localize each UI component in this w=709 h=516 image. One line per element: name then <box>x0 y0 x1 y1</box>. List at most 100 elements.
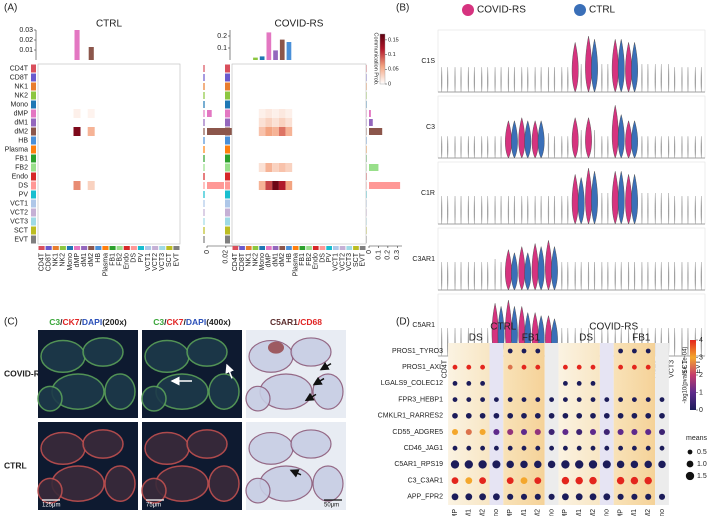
col-label: Plasma <box>102 253 109 276</box>
colorbar <box>379 33 386 85</box>
heat-cell <box>292 235 299 244</box>
heat-cell <box>359 91 366 100</box>
heat-cell <box>109 91 117 100</box>
heat-cell <box>238 154 246 163</box>
heat-cell <box>285 190 293 199</box>
heat-cell <box>252 217 259 226</box>
heat-cell <box>66 172 74 181</box>
heat-cell <box>258 190 266 199</box>
heat-cell <box>265 226 273 235</box>
heat-cell <box>80 199 88 208</box>
villus <box>290 337 332 367</box>
heat-cell <box>116 208 124 217</box>
header-segment: / <box>298 317 301 327</box>
heat-cell <box>38 145 46 154</box>
heat-cell <box>339 163 346 172</box>
heat-cell <box>352 118 360 127</box>
heat-cell <box>258 172 266 181</box>
heat-cell <box>238 163 246 172</box>
heat-cell <box>339 208 346 217</box>
heat-cell <box>312 208 320 217</box>
top-tick-label: 0.02 <box>19 37 33 44</box>
dot <box>575 493 583 501</box>
heat-cell <box>285 217 293 226</box>
heat-cell <box>272 154 279 163</box>
heat-cell <box>87 82 95 91</box>
stain <box>268 341 284 354</box>
strip-frame <box>437 161 706 225</box>
heat-cell <box>80 208 88 217</box>
dot <box>521 364 527 370</box>
heat-cell <box>245 91 253 100</box>
heat-cell <box>94 208 102 217</box>
heat-cell <box>319 127 326 136</box>
heat-cell <box>252 199 259 208</box>
col-label: HB <box>95 253 102 263</box>
heat-cell <box>332 226 340 235</box>
heat-cell <box>332 154 340 163</box>
dot <box>521 397 527 403</box>
heat-cell <box>87 190 95 199</box>
col-color <box>59 246 66 250</box>
heat-cell <box>352 64 360 73</box>
row-label: CD4T <box>10 65 29 72</box>
heat-cell <box>123 64 131 73</box>
dot <box>452 397 458 403</box>
legend-label: COVID-RS <box>477 5 526 16</box>
heat-cell <box>165 127 173 136</box>
side-tick-label: 0 <box>204 250 211 254</box>
heat-cell <box>252 109 259 118</box>
violin <box>674 136 676 159</box>
violin <box>681 136 683 159</box>
row-color <box>31 136 36 145</box>
heat-cell <box>80 190 88 199</box>
strip-frame <box>437 227 706 291</box>
heat-cell <box>278 136 286 145</box>
heat-cell <box>109 226 117 235</box>
row-color <box>225 127 230 136</box>
heat-cell <box>130 208 138 217</box>
col-color <box>102 246 109 250</box>
heat-cell <box>109 181 117 190</box>
heat-cell <box>305 127 313 136</box>
heat-cell <box>144 163 152 172</box>
heat-cell <box>109 172 117 181</box>
col-color <box>353 246 359 250</box>
heat-cell <box>245 235 253 244</box>
heat-cell <box>305 208 313 217</box>
heat-cell <box>319 217 326 226</box>
heat-cell <box>252 64 259 73</box>
heat-cell <box>80 82 88 91</box>
heat-cell <box>165 109 173 118</box>
heat-cell <box>232 82 239 91</box>
heat-cell <box>272 127 279 136</box>
heat-cell <box>299 91 306 100</box>
gene-label: C1S <box>421 58 435 65</box>
violin <box>641 136 643 159</box>
heat-cell <box>144 136 152 145</box>
heat-cell <box>292 136 299 145</box>
heat-cell <box>352 235 360 244</box>
heat-cell <box>299 226 306 235</box>
heat-cell <box>116 91 124 100</box>
x-tick-label: Mono <box>659 509 666 516</box>
heat-cell <box>265 91 273 100</box>
row-color <box>225 64 230 73</box>
heat-cell <box>238 217 246 226</box>
heat-cell <box>87 226 95 235</box>
dot <box>466 397 472 403</box>
heat-cell <box>339 226 346 235</box>
row-color <box>225 82 230 91</box>
heat-cell <box>59 226 67 235</box>
heat-cell <box>116 190 124 199</box>
heat-cell <box>299 127 306 136</box>
heat-cell <box>130 199 138 208</box>
heat-cell <box>265 199 273 208</box>
heat-cell <box>325 118 333 127</box>
heat-cell <box>238 145 246 154</box>
heat-cell <box>101 154 109 163</box>
heat-cell <box>252 181 259 190</box>
x-tick-label: dM1 <box>576 509 583 516</box>
dot <box>659 412 665 419</box>
heat-cell <box>172 199 180 208</box>
